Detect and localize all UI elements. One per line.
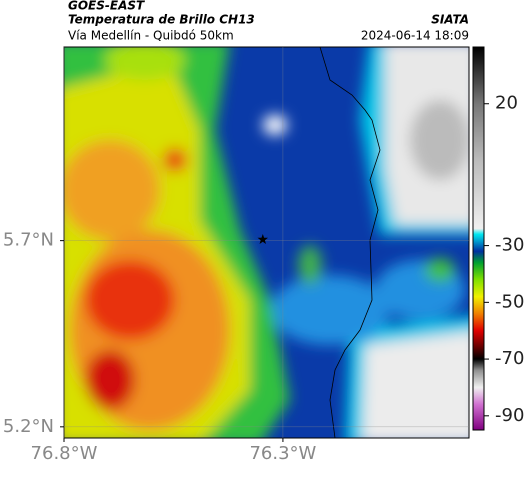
title: GOES-EAST <box>68 0 145 13</box>
location-marker <box>257 234 268 244</box>
y-tick-label: 5.2°N <box>3 416 54 437</box>
colorbar <box>472 46 485 431</box>
colorbar-tick-label: 20 <box>495 93 518 114</box>
colorbar-tick-label: -50 <box>495 291 524 312</box>
x-tick-label: 76.8°W <box>31 443 98 464</box>
y-tick-label: 5.7°N <box>3 230 54 251</box>
source: SIATA <box>431 13 469 27</box>
colorbar-tick-label: -90 <box>495 405 524 426</box>
colorbar-tick-label: -30 <box>495 235 524 256</box>
timestamp: 2024-06-14 18:09 <box>361 29 469 43</box>
border <box>319 47 381 438</box>
x-tick-label: 76.3°W <box>249 443 316 464</box>
region: Vía Medellín - Quibdó 50km <box>68 29 234 43</box>
colorbar-tick-label: -70 <box>495 348 524 369</box>
satellite-image <box>64 47 469 438</box>
subtitle: Temperatura de Brillo CH13 <box>68 13 255 27</box>
